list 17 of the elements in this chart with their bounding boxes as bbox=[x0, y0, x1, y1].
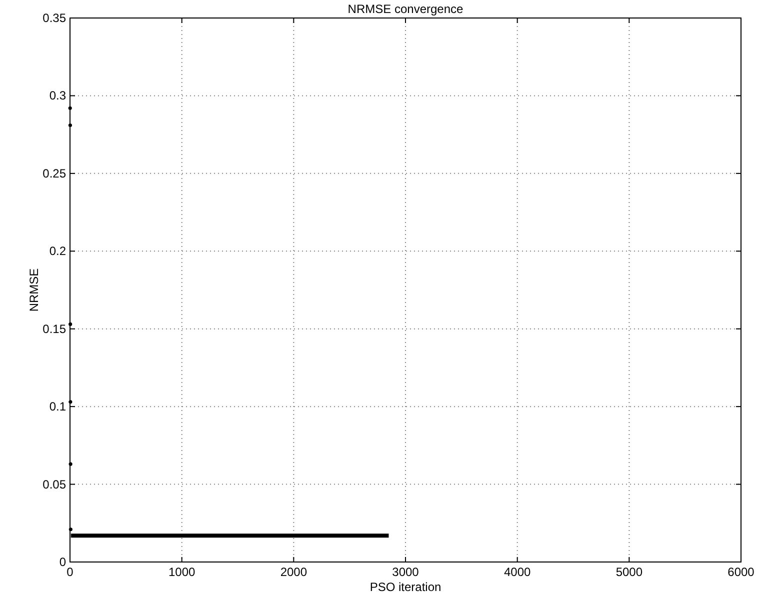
y-tick-label: 0.3 bbox=[49, 88, 66, 103]
y-tick-label: 0.35 bbox=[42, 11, 66, 25]
x-tick-label: 1000 bbox=[168, 565, 196, 579]
x-tick-label: 4000 bbox=[504, 565, 532, 579]
x-tick-label: 6000 bbox=[728, 565, 755, 579]
x-tick-label: 3000 bbox=[392, 565, 420, 579]
y-tick-label: 0.2 bbox=[49, 244, 66, 258]
y-tick-label: 0.05 bbox=[42, 477, 66, 492]
y-tick-label: 0 bbox=[59, 555, 66, 569]
x-axis-title: PSO iteration bbox=[370, 580, 442, 594]
x-tick-label: 5000 bbox=[616, 565, 643, 579]
y-tick-label: 0.1 bbox=[49, 400, 66, 414]
x-tick-label: 2000 bbox=[280, 565, 308, 579]
chart-title: NRMSE convergence bbox=[348, 2, 464, 16]
y-tick-label: 0.25 bbox=[42, 166, 66, 180]
y-tick-label: 0.15 bbox=[42, 322, 66, 336]
y-axis-title: NRMSE bbox=[27, 268, 41, 312]
